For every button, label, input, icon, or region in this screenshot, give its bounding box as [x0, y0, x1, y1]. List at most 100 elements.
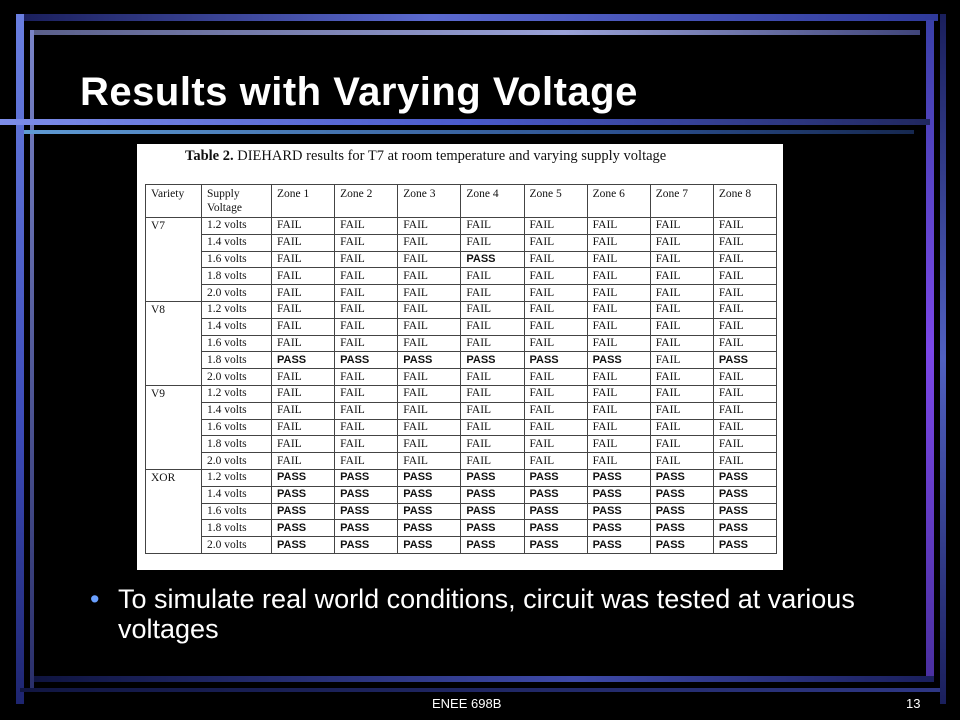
zone-result-cell: FAIL — [397, 435, 462, 454]
table-row: 1.8 volts FAIL FAIL FAIL FAIL FAIL FAIL FAIL FAI… — [146, 267, 778, 286]
zone-result-cell: PASS — [712, 485, 778, 504]
zone-result-cell: FAIL — [523, 435, 588, 454]
bullet-dot-icon: • — [90, 584, 100, 614]
voltage-cell: 1.4 volts — [201, 317, 272, 336]
zone-result-cell: FAIL — [712, 401, 778, 420]
bullet-text: To simulate real world conditions, circu… — [118, 584, 855, 644]
zone-result-cell: FAIL — [523, 217, 588, 235]
variety-cell: V7 — [145, 217, 202, 302]
zone-result-cell: PASS — [523, 468, 588, 487]
table-row: 1.4 volts FAIL FAIL FAIL FAIL FAIL FAIL FAIL FAI… — [146, 317, 778, 336]
table-row: 1.8 volts PASS PASS PASS PASS PASS PASS PASS PAS… — [146, 519, 778, 538]
zone-result-cell: FAIL — [460, 300, 525, 319]
zone-result-cell: FAIL — [586, 435, 651, 454]
zone-result-cell: PASS — [460, 519, 525, 538]
decor-bar-title-underline-inner — [24, 130, 914, 134]
zone-result-cell: FAIL — [649, 351, 714, 370]
zone-result-cell: PASS — [270, 502, 336, 521]
zone-result-cell: PASS — [712, 536, 778, 554]
zone-result-cell: FAIL — [460, 384, 525, 403]
table-row: 2.0 volts FAIL FAIL FAIL FAIL FAIL FAIL FAIL FAI… — [146, 368, 778, 386]
zone-result-cell: FAIL — [460, 401, 525, 420]
table-header-cell: Variety — [145, 184, 202, 218]
decor-bar-top — [18, 14, 938, 21]
zone-result-cell: FAIL — [586, 452, 651, 470]
zone-result-cell: PASS — [397, 351, 462, 370]
decor-bar-bottom-outer — [20, 688, 940, 692]
zone-result-cell: FAIL — [270, 217, 336, 235]
decor-bar-right-outer — [940, 14, 946, 704]
zone-result-cell: FAIL — [460, 284, 525, 302]
table-header-cell: Zone 2 — [334, 184, 399, 218]
voltage-cell: 2.0 volts — [201, 284, 272, 302]
zone-result-cell: PASS — [334, 485, 399, 504]
zone-result-cell: FAIL — [270, 368, 336, 386]
zone-result-cell: PASS — [649, 519, 714, 538]
zone-result-cell: FAIL — [712, 233, 778, 252]
zone-result-cell: FAIL — [270, 435, 336, 454]
zone-result-cell: FAIL — [649, 317, 714, 336]
variety-cell: V8 — [145, 300, 202, 386]
zone-result-cell: FAIL — [649, 217, 714, 235]
zone-result-cell: FAIL — [270, 418, 336, 437]
table-row: V8 1.2 volts FAIL FAIL FAIL FAIL FAIL FAIL FAIL F… — [145, 300, 778, 386]
zone-result-cell: PASS — [523, 502, 588, 521]
zone-result-cell: FAIL — [712, 334, 778, 353]
zone-result-cell: FAIL — [460, 317, 525, 336]
zone-result-cell: FAIL — [586, 250, 651, 269]
zone-result-cell: PASS — [397, 519, 462, 538]
zone-result-cell: FAIL — [334, 384, 399, 403]
voltage-cell: 1.8 volts — [201, 351, 272, 370]
table-caption-label: Table 2. — [185, 148, 234, 164]
zone-result-cell: FAIL — [649, 368, 714, 386]
zone-result-cell: FAIL — [649, 233, 714, 252]
footer-page-number: 13 — [906, 696, 921, 711]
zone-result-cell: PASS — [334, 502, 399, 521]
zone-result-cell: PASS — [712, 502, 778, 521]
zone-result-cell: PASS — [523, 485, 588, 504]
voltage-cell: 1.8 volts — [201, 267, 272, 286]
zone-result-cell: PASS — [334, 468, 399, 487]
decor-bar-left-inner — [30, 30, 34, 690]
zone-result-cell: FAIL — [270, 384, 336, 403]
voltage-cell: 1.6 volts — [201, 250, 272, 269]
table-header-cell: Zone 8 — [712, 184, 778, 218]
zone-result-cell: FAIL — [586, 418, 651, 437]
zone-result-cell: FAIL — [334, 435, 399, 454]
zone-result-cell: FAIL — [712, 368, 778, 386]
zone-result-cell: FAIL — [523, 418, 588, 437]
zone-result-cell: PASS — [397, 502, 462, 521]
zone-result-cell: FAIL — [270, 267, 336, 286]
table-row: V9 1.2 volts FAIL FAIL FAIL FAIL FAIL FAIL FAIL F… — [145, 384, 778, 470]
table-row: 1.4 volts PASS PASS PASS PASS PASS PASS PASS PAS… — [146, 485, 778, 504]
table-header-cell: Zone 6 — [586, 184, 651, 218]
zone-result-cell: FAIL — [649, 250, 714, 269]
table-caption: Table 2. DIEHARD results for T7 at room … — [185, 148, 666, 165]
zone-result-cell: FAIL — [523, 452, 588, 470]
zone-result-cell: FAIL — [334, 317, 399, 336]
zone-result-cell: PASS — [649, 502, 714, 521]
zone-result-cell: FAIL — [712, 217, 778, 235]
zone-result-cell: FAIL — [586, 233, 651, 252]
zone-result-cell: PASS — [334, 536, 399, 554]
zone-result-cell: FAIL — [334, 267, 399, 286]
zone-result-cell: FAIL — [397, 300, 462, 319]
zone-result-cell: PASS — [460, 468, 525, 487]
zone-result-cell: PASS — [460, 536, 525, 554]
table-header-cell: Zone 4 — [460, 184, 525, 218]
zone-result-cell: FAIL — [712, 418, 778, 437]
table-header-cell: Zone 7 — [649, 184, 714, 218]
zone-result-cell: FAIL — [712, 300, 778, 319]
table-row: XOR 1.2 volts PASS PASS PASS PASS PASS PASS PASS… — [145, 468, 778, 554]
zone-result-cell: FAIL — [270, 284, 336, 302]
zone-result-cell: FAIL — [334, 334, 399, 353]
zone-result-cell: FAIL — [270, 300, 336, 319]
zone-result-cell: FAIL — [334, 452, 399, 470]
table-row: V7 1.2 volts FAIL FAIL FAIL FAIL FAIL FAIL FAIL F… — [145, 217, 778, 302]
results-table-figure: Table 2. DIEHARD results for T7 at room … — [137, 144, 783, 570]
zone-result-cell: FAIL — [397, 284, 462, 302]
zone-result-cell: PASS — [586, 468, 651, 487]
table-row: 1.8 volts FAIL FAIL FAIL FAIL FAIL FAIL FAIL FAI… — [146, 435, 778, 454]
zone-result-cell: FAIL — [460, 368, 525, 386]
